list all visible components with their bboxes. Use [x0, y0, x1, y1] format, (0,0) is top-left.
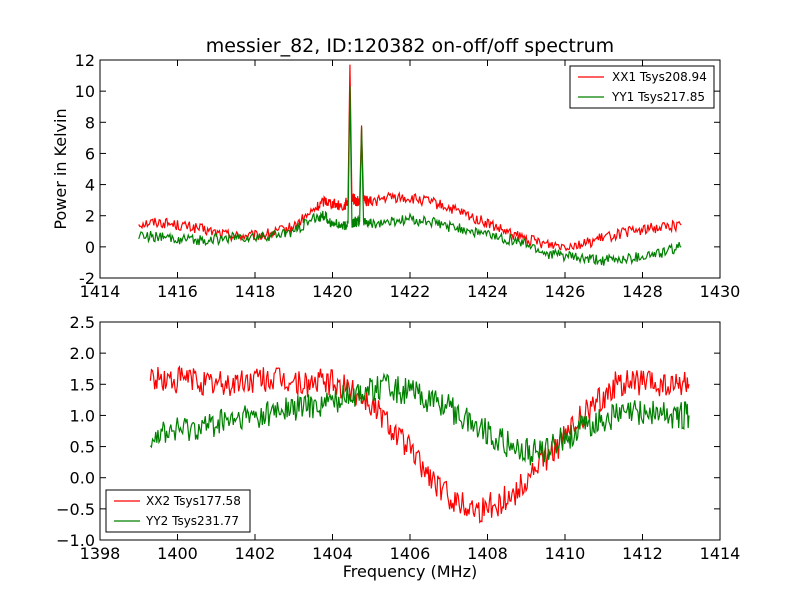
bottom-legend-box: [105, 489, 251, 533]
top-xtick-label: 1418: [235, 282, 276, 301]
top-ytick-label: 4: [85, 176, 95, 195]
top-xtick-label: 1414: [80, 282, 121, 301]
bottom-xtick-label: 1404: [312, 544, 353, 563]
top-ytick-label: -2: [79, 269, 95, 288]
bottom-xtick-label: 1410: [545, 544, 586, 563]
top-plot-area: [138, 64, 682, 266]
top-xtick-label: 1428: [622, 282, 663, 301]
top-series-line-1: [138, 86, 682, 266]
bottom-xtick-label: 1398: [80, 544, 121, 563]
bottom-xlabel: Frequency (MHz): [343, 562, 477, 581]
bottom-legend: XX2 Tsys177.58 YY2 Tsys231.77: [105, 489, 251, 533]
top-xtick-label: 1420: [312, 282, 353, 301]
top-xtick-label: 1422: [390, 282, 431, 301]
bottom-ytick-label: 2.0: [70, 344, 95, 363]
bottom-xtick-label: 1406: [390, 544, 431, 563]
bottom-ytick-label: 1.5: [70, 375, 95, 394]
top-xtick-label: 1416: [157, 282, 198, 301]
legend-label-yy2: YY2 Tsys231.77: [145, 514, 239, 528]
chart-title: messier_82, ID:120382 on-off/off spectru…: [206, 35, 614, 57]
bottom-xtick-label: 1414: [700, 544, 741, 563]
bottom-xtick-label: 1408: [467, 544, 508, 563]
top-series-line-0: [138, 64, 682, 252]
bottom-plot-area: [149, 365, 690, 524]
legend-label-xx1: XX1 Tsys208.94: [612, 70, 707, 84]
top-ytick-label: 0: [85, 238, 95, 257]
top-xtick-label: 1424: [467, 282, 508, 301]
top-panel: messier_82, ID:120382 on-off/off spectru…: [51, 35, 721, 279]
top-ytick-label: 12: [75, 51, 95, 70]
top-ylabel: Power in Kelvin: [51, 108, 70, 229]
top-ytick-label: 2: [85, 207, 95, 226]
bottom-ytick-label: −0.5: [56, 500, 95, 519]
legend-label-xx2: XX2 Tsys177.58: [146, 494, 241, 508]
top-ytick-label: 8: [85, 113, 95, 132]
legend-label-yy1: YY1 Tsys217.85: [611, 90, 705, 104]
top-ytick-label: 6: [85, 144, 95, 163]
bottom-series-line-0: [149, 365, 690, 524]
bottom-ytick-label: −1.0: [56, 531, 95, 550]
top-xtick-label: 1430: [700, 282, 741, 301]
bottom-series-line-1: [149, 372, 690, 466]
bottom-ytick-label: 1.0: [70, 406, 95, 425]
bottom-xtick-label: 1412: [622, 544, 663, 563]
bottom-ytick-label: 0.5: [70, 438, 95, 457]
top-ytick-label: 10: [75, 82, 95, 101]
bottom-xtick-label: 1400: [157, 544, 198, 563]
bottom-ytick-label: 0.0: [70, 469, 95, 488]
top-xtick-label: 1426: [545, 282, 586, 301]
bottom-panel: Frequency (MHz) XX2 Tsys177.58 YY2 Tsys2…: [99, 321, 721, 581]
bottom-xtick-label: 1402: [235, 544, 276, 563]
bottom-ytick-label: 2.5: [70, 313, 95, 332]
top-legend: XX1 Tsys208.94 YY1 Tsys217.85: [569, 65, 715, 109]
